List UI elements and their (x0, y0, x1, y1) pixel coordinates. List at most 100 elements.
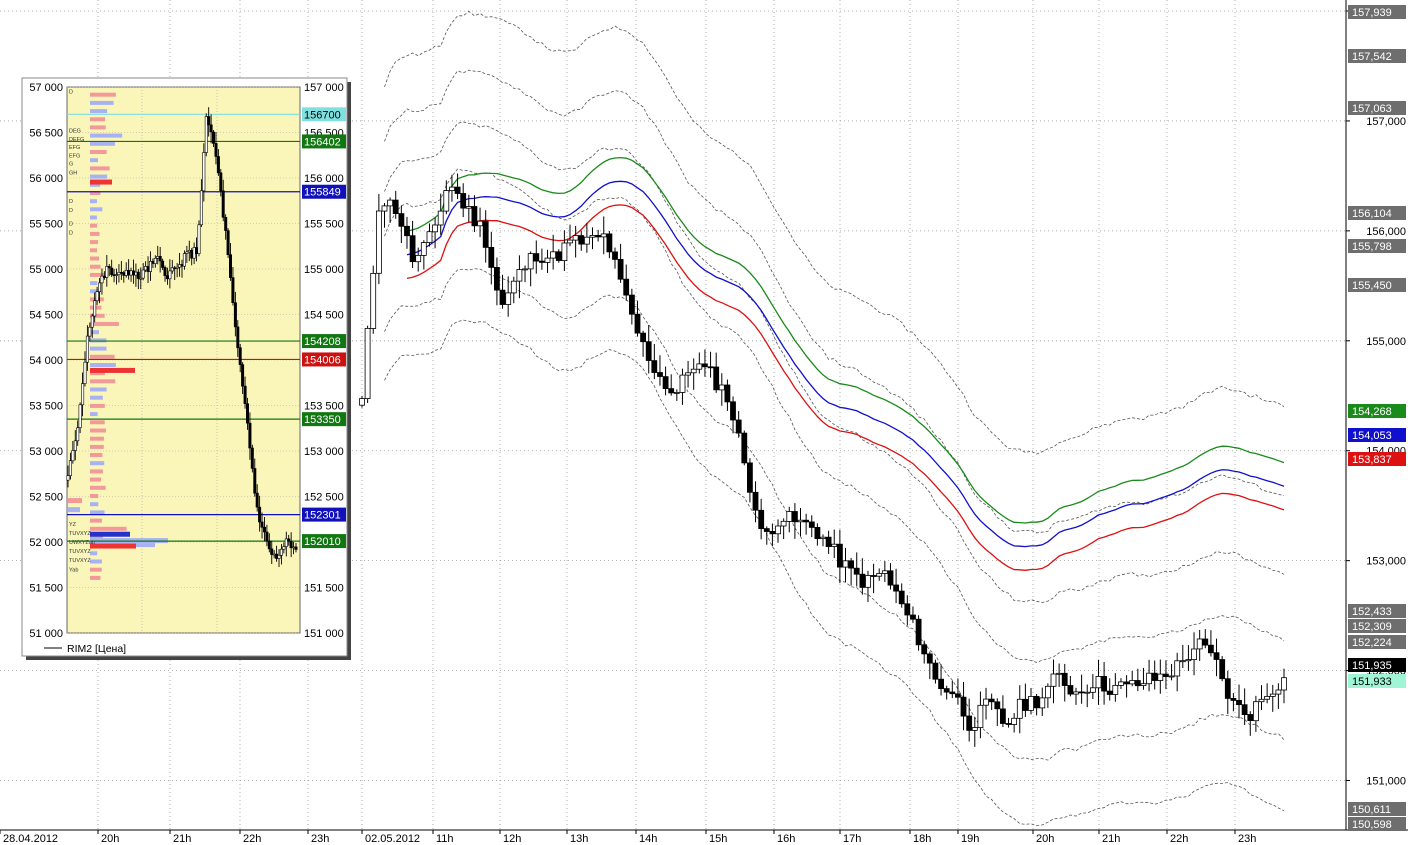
candle (668, 388, 675, 394)
candle (808, 521, 815, 528)
y-tick-label: 156,000 (1366, 226, 1406, 238)
candle (522, 268, 528, 271)
candle (1090, 687, 1096, 693)
price-tag-label: 152,433 (1352, 606, 1392, 618)
candle (825, 536, 832, 548)
y-tick-label: 151,000 (1366, 776, 1406, 788)
candle (690, 368, 697, 374)
candle (949, 691, 956, 695)
candle (606, 233, 613, 253)
candle (1016, 698, 1023, 719)
candle (926, 653, 933, 664)
candle (634, 313, 641, 334)
price-tag (1348, 404, 1406, 418)
candle (623, 278, 630, 296)
candle (814, 527, 821, 540)
candle (404, 225, 410, 237)
envelope-upper-3 (384, 10, 1285, 455)
candle (578, 235, 585, 245)
candle (1179, 660, 1186, 663)
candle (988, 698, 995, 703)
candle (1101, 676, 1107, 692)
candle (747, 462, 753, 493)
candle (409, 235, 416, 262)
price-tag-label: 151,935 (1352, 660, 1392, 672)
candle (1191, 648, 1197, 661)
price-tag (1348, 428, 1406, 442)
candle (803, 519, 809, 523)
price-tag-label: 155,798 (1352, 241, 1392, 253)
candle (853, 567, 860, 575)
candle (837, 543, 843, 568)
candle (375, 210, 382, 274)
price-tag-label: 157,939 (1352, 7, 1392, 19)
band-upper-line (406, 156, 1285, 524)
candle (471, 206, 478, 227)
price-tag (1348, 49, 1406, 63)
price-tag (1348, 619, 1406, 633)
candle (420, 242, 427, 256)
candle (392, 199, 399, 215)
candle (415, 254, 422, 263)
price-tag (1348, 658, 1406, 672)
candle (1264, 696, 1270, 700)
candle (1230, 698, 1237, 701)
candle (887, 570, 894, 586)
candle (943, 688, 950, 693)
candle (870, 575, 877, 577)
price-tag-label: 152,309 (1352, 621, 1392, 633)
candle (685, 372, 691, 376)
candle (645, 341, 652, 361)
candle (1000, 708, 1006, 724)
candle (730, 401, 736, 421)
x-tick-label: 14h (639, 833, 657, 845)
candle (859, 573, 866, 588)
candle (1045, 685, 1051, 699)
candle (617, 258, 624, 280)
candle (533, 253, 540, 262)
candle (544, 257, 551, 263)
candle (454, 186, 461, 194)
price-tag (1348, 817, 1406, 831)
x-tick-label: 23h (311, 833, 329, 845)
candle (865, 575, 871, 588)
candle (724, 384, 731, 403)
y-tick-label: 155,000 (1366, 336, 1406, 348)
candle (820, 536, 826, 540)
candle (758, 509, 765, 529)
x-tick-label: 23h (1238, 833, 1256, 845)
candle (1269, 693, 1276, 697)
candle (718, 384, 725, 391)
candle (1112, 685, 1119, 695)
price-tag-label: 150,598 (1352, 819, 1392, 831)
x-tick-label: 17h (843, 833, 861, 845)
candle (1163, 673, 1169, 677)
price-tag-label: 156,104 (1352, 208, 1392, 220)
candle (955, 693, 961, 698)
candle (673, 391, 680, 394)
price-tag (1348, 635, 1406, 649)
price-tag-label: 151,933 (1352, 676, 1392, 688)
candle (1208, 644, 1214, 654)
candle (1174, 660, 1181, 677)
x-tick-label: 22h (1170, 833, 1188, 845)
candle (977, 704, 984, 728)
price-tag-label: 152,224 (1352, 637, 1392, 649)
candle (994, 701, 1001, 710)
candle (1241, 704, 1248, 716)
candle (792, 511, 798, 523)
candle (381, 205, 388, 212)
price-tag-label: 153,837 (1352, 454, 1392, 466)
candle (432, 224, 439, 233)
candle (561, 242, 568, 262)
candle (881, 570, 888, 574)
envelope-upper-2 (384, 69, 1285, 534)
candle (477, 220, 484, 227)
candle (1084, 691, 1091, 694)
candle (1134, 680, 1141, 687)
candle (983, 698, 989, 706)
candle (1073, 691, 1079, 695)
envelope-lower-0 (384, 268, 1285, 761)
x-tick-label: 13h (570, 833, 588, 845)
candle (910, 614, 916, 620)
